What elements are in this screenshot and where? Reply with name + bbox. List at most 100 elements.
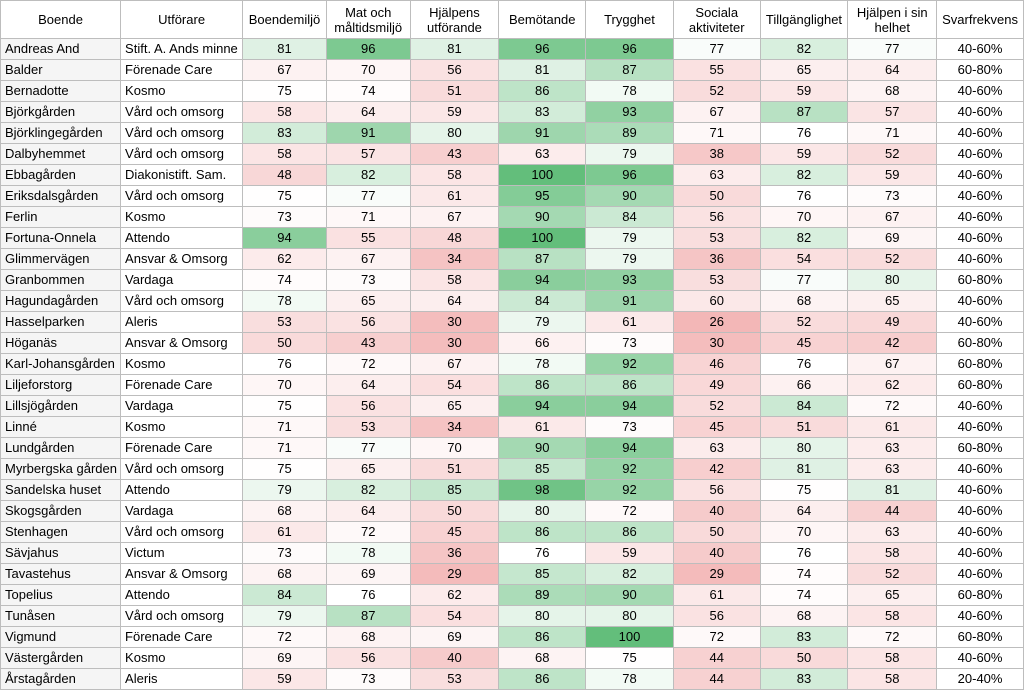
cell-trygghet: 89 — [585, 122, 674, 144]
cell-hjalpen-helhet: 69 — [847, 227, 938, 249]
table-body: Andreas And Stift. A. Ands minne 81 96 81 96 9… — [0, 38, 1024, 690]
cell-bemotande: 63 — [498, 143, 587, 165]
cell-boendemiljo: 71 — [242, 416, 327, 438]
cell-utforare: Vård och omsorg — [120, 458, 244, 480]
cell-boende: Karl-Johansgården — [0, 353, 122, 375]
cell-mat-maltidsmiljo: 67 — [325, 248, 411, 270]
table-row: Hasselparken Aleris 53 56 30 79 61 26 52 49 40-60% — [0, 311, 1024, 333]
cell-trygghet: 86 — [585, 374, 674, 396]
cell-boende: Björkgården — [0, 101, 122, 123]
cell-boende: Dalbyhemmet — [0, 143, 122, 165]
table-row: Stenhagen Vård och omsorg 61 72 45 86 86 50 70 63… — [0, 521, 1024, 543]
cell-tillganglighet: 52 — [759, 311, 849, 333]
cell-utforare: Attendo — [120, 227, 244, 249]
cell-bemotande: 90 — [498, 206, 587, 228]
header-bemotande: Bemötande — [498, 0, 587, 39]
cell-mat-maltidsmiljo: 82 — [325, 479, 411, 501]
cell-tillganglighet: 82 — [759, 227, 849, 249]
table-row: Tavastehus Ansvar & Omsorg 68 69 29 85 82 29 74 5… — [0, 563, 1024, 585]
cell-tillganglighet: 45 — [759, 332, 849, 354]
cell-boendemiljo: 71 — [242, 437, 327, 459]
cell-mat-maltidsmiljo: 73 — [325, 269, 411, 291]
cell-utforare: Förenade Care — [120, 626, 244, 648]
cell-sociala-aktiviteter: 60 — [672, 290, 761, 312]
cell-utforare: Ansvar & Omsorg — [120, 563, 244, 585]
cell-utforare: Vård och omsorg — [120, 122, 244, 144]
header-hjalpen-helhet: Hjälpen i sin helhet — [847, 0, 938, 39]
cell-tillganglighet: 82 — [759, 164, 849, 186]
cell-tillganglighet: 76 — [759, 122, 849, 144]
cell-svarfrekvens: 60-80% — [936, 353, 1024, 375]
cell-bemotande: 91 — [498, 122, 587, 144]
cell-sociala-aktiviteter: 77 — [672, 38, 761, 60]
cell-sociala-aktiviteter: 56 — [672, 206, 761, 228]
cell-utforare: Vardaga — [120, 395, 244, 417]
table-row: Ferlin Kosmo 73 71 67 90 84 56 70 67 40-60% — [0, 206, 1024, 228]
cell-hjalpens-utforande: 58 — [409, 164, 500, 186]
cell-hjalpens-utforande: 56 — [409, 59, 500, 81]
cell-boendemiljo: 83 — [242, 122, 327, 144]
cell-sociala-aktiviteter: 53 — [672, 269, 761, 291]
cell-boendemiljo: 73 — [242, 542, 327, 564]
cell-boendemiljo: 75 — [242, 185, 327, 207]
cell-boendemiljo: 62 — [242, 248, 327, 270]
cell-hjalpen-helhet: 57 — [847, 101, 938, 123]
cell-tillganglighet: 87 — [759, 101, 849, 123]
cell-boendemiljo: 76 — [242, 353, 327, 375]
header-boendemiljo: Boendemiljö — [242, 0, 327, 39]
cell-hjalpen-helhet: 80 — [847, 269, 938, 291]
header-trygghet: Trygghet — [585, 0, 674, 39]
cell-bemotande: 84 — [498, 290, 587, 312]
cell-boende: Lundgården — [0, 437, 122, 459]
cell-bemotande: 86 — [498, 80, 587, 102]
cell-utforare: Vård och omsorg — [120, 521, 244, 543]
cell-boendemiljo: 84 — [242, 584, 327, 606]
cell-tillganglighet: 68 — [759, 290, 849, 312]
header-boende: Boende — [0, 0, 122, 39]
cell-utforare: Kosmo — [120, 647, 244, 669]
table-row: Topelius Attendo 84 76 62 89 90 61 74 65 60-80% — [0, 584, 1024, 606]
cell-tillganglighet: 59 — [759, 143, 849, 165]
cell-boendemiljo: 67 — [242, 59, 327, 81]
cell-trygghet: 73 — [585, 332, 674, 354]
cell-bemotande: 95 — [498, 185, 587, 207]
table-row: Hagundagården Vård och omsorg 78 65 64 84 91 60… — [0, 290, 1024, 312]
cell-mat-maltidsmiljo: 56 — [325, 311, 411, 333]
cell-trygghet: 80 — [585, 605, 674, 627]
cell-tillganglighet: 70 — [759, 521, 849, 543]
cell-bemotande: 85 — [498, 458, 587, 480]
cell-tillganglighet: 64 — [759, 500, 849, 522]
table-row: Vigmund Förenade Care 72 68 69 86 100 72 83 72 60-… — [0, 626, 1024, 648]
cell-bemotande: 89 — [498, 584, 587, 606]
header-hjalpens-utforande: Hjälpens utförande — [409, 0, 500, 39]
cell-mat-maltidsmiljo: 72 — [325, 353, 411, 375]
cell-hjalpen-helhet: 72 — [847, 395, 938, 417]
cell-trygghet: 84 — [585, 206, 674, 228]
cell-tillganglighet: 76 — [759, 353, 849, 375]
cell-bemotande: 94 — [498, 395, 587, 417]
cell-bemotande: 68 — [498, 647, 587, 669]
cell-mat-maltidsmiljo: 56 — [325, 395, 411, 417]
cell-hjalpens-utforande: 51 — [409, 80, 500, 102]
cell-bemotande: 61 — [498, 416, 587, 438]
cell-hjalpen-helhet: 77 — [847, 38, 938, 60]
cell-hjalpens-utforande: 51 — [409, 458, 500, 480]
cell-utforare: Aleris — [120, 311, 244, 333]
cell-trygghet: 93 — [585, 101, 674, 123]
cell-tillganglighet: 54 — [759, 248, 849, 270]
cell-trygghet: 72 — [585, 500, 674, 522]
cell-hjalpens-utforande: 67 — [409, 353, 500, 375]
cell-svarfrekvens: 60-80% — [936, 437, 1024, 459]
cell-boendemiljo: 59 — [242, 668, 327, 690]
cell-hjalpen-helhet: 67 — [847, 206, 938, 228]
cell-hjalpen-helhet: 44 — [847, 500, 938, 522]
cell-svarfrekvens: 60-80% — [936, 269, 1024, 291]
cell-bemotande: 80 — [498, 605, 587, 627]
cell-sociala-aktiviteter: 50 — [672, 521, 761, 543]
cell-trygghet: 94 — [585, 395, 674, 417]
cell-hjalpens-utforande: 81 — [409, 38, 500, 60]
cell-sociala-aktiviteter: 63 — [672, 437, 761, 459]
header-row: Boende Utförare Boendemiljö Mat och målt… — [0, 0, 1024, 39]
cell-utforare: Stift. A. Ands minne — [120, 38, 244, 60]
cell-boende: Liljeforstorg — [0, 374, 122, 396]
